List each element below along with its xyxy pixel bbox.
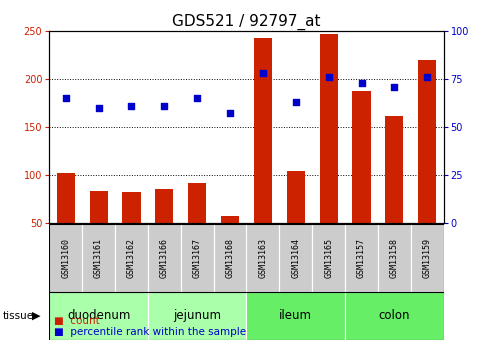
Bar <box>287 171 305 223</box>
Bar <box>221 216 239 223</box>
Bar <box>115 224 148 292</box>
Text: GSM13164: GSM13164 <box>291 238 300 278</box>
Point <box>357 80 365 86</box>
Bar <box>82 224 115 292</box>
Bar <box>57 173 75 223</box>
Bar <box>345 292 444 340</box>
Point <box>193 95 201 101</box>
Bar <box>188 183 206 223</box>
Bar <box>254 38 272 223</box>
Point <box>226 111 234 116</box>
Bar <box>148 224 181 292</box>
Text: GSM13162: GSM13162 <box>127 238 136 278</box>
Bar <box>181 224 213 292</box>
Bar <box>148 292 246 340</box>
Text: duodenum: duodenum <box>67 309 130 322</box>
Text: colon: colon <box>379 309 410 322</box>
Text: GSM13163: GSM13163 <box>258 238 267 278</box>
Text: GSM13158: GSM13158 <box>390 238 399 278</box>
Text: ■  percentile rank within the sample: ■ percentile rank within the sample <box>54 327 246 337</box>
Bar <box>122 192 141 223</box>
Point <box>95 105 103 110</box>
Bar <box>246 224 280 292</box>
Bar <box>319 34 338 223</box>
Text: GSM13166: GSM13166 <box>160 238 169 278</box>
Text: GSM13168: GSM13168 <box>226 238 235 278</box>
Point <box>160 103 168 108</box>
Bar <box>411 224 444 292</box>
Bar <box>352 91 371 223</box>
Text: jejunum: jejunum <box>173 309 221 322</box>
Text: ■  count: ■ count <box>54 316 100 326</box>
Text: GSM13167: GSM13167 <box>193 238 202 278</box>
Bar <box>312 224 345 292</box>
Bar <box>49 224 82 292</box>
Point <box>390 84 398 89</box>
Text: ileum: ileum <box>280 309 312 322</box>
Bar <box>418 60 436 223</box>
Bar <box>49 292 148 340</box>
Point <box>259 70 267 76</box>
Title: GDS521 / 92797_at: GDS521 / 92797_at <box>172 13 321 30</box>
Bar <box>155 189 174 223</box>
Text: GSM13161: GSM13161 <box>94 238 103 278</box>
Bar <box>246 292 345 340</box>
Bar <box>386 116 403 223</box>
Point <box>292 99 300 105</box>
Point <box>423 74 431 80</box>
Bar <box>345 224 378 292</box>
Text: GSM13159: GSM13159 <box>423 238 432 278</box>
Bar <box>213 224 246 292</box>
Bar <box>90 191 107 223</box>
Point <box>325 74 333 80</box>
Bar <box>378 224 411 292</box>
Point <box>128 103 136 108</box>
Bar <box>280 224 312 292</box>
Text: tissue: tissue <box>2 311 34 321</box>
Text: GSM13157: GSM13157 <box>357 238 366 278</box>
Text: GSM13165: GSM13165 <box>324 238 333 278</box>
Text: ▶: ▶ <box>32 311 40 321</box>
Point <box>62 95 70 101</box>
Text: GSM13160: GSM13160 <box>61 238 70 278</box>
